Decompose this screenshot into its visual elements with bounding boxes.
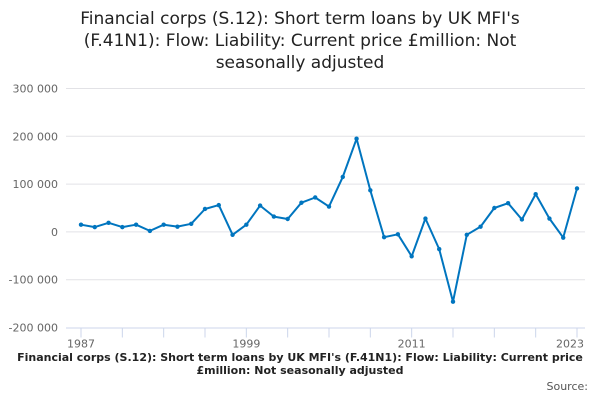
data-point — [202, 206, 208, 212]
data-point — [299, 200, 304, 205]
data-point — [519, 217, 525, 222]
data-point — [244, 222, 249, 227]
data-point — [92, 224, 97, 230]
data-point — [285, 216, 290, 222]
x-tick-label: 2023 — [556, 338, 584, 351]
data-point — [78, 222, 84, 227]
y-tick-label: 300 000 — [13, 83, 59, 96]
series-line — [80, 137, 578, 303]
data-point — [437, 246, 442, 252]
data-point — [368, 188, 373, 193]
data-point — [547, 216, 552, 221]
data-point — [478, 224, 483, 229]
data-point — [381, 234, 387, 240]
x-tick-label: 2011 — [398, 338, 426, 351]
y-tick-label: -100 000 — [9, 274, 58, 287]
data-point — [175, 224, 180, 229]
data-point — [106, 220, 111, 226]
data-point — [423, 216, 428, 221]
data-point — [133, 222, 139, 227]
x-tick-label: 1999 — [232, 338, 260, 351]
y-tick-label: 0 — [51, 226, 58, 239]
data-point — [533, 191, 538, 197]
data-point — [395, 232, 401, 237]
data-point — [450, 299, 456, 304]
data-point — [409, 254, 414, 259]
x-tick-label: 1987 — [67, 338, 95, 351]
data-point — [161, 222, 166, 227]
data-point — [574, 186, 580, 191]
y-tick-label: 100 000 — [13, 178, 59, 191]
data-point — [505, 201, 511, 206]
data-point — [257, 203, 263, 208]
chart-title: Financial corps (S.12): Short term loans… — [80, 9, 520, 73]
data-point — [326, 204, 332, 209]
data-point — [120, 224, 125, 230]
data-point — [147, 228, 153, 234]
data-point — [464, 232, 469, 237]
data-point — [340, 174, 345, 180]
data-point — [230, 232, 235, 237]
data-point — [216, 202, 221, 208]
y-tick-label: -200 000 — [9, 322, 58, 335]
data-point — [354, 136, 359, 141]
data-point — [271, 214, 277, 219]
data-point — [561, 235, 566, 240]
data-point — [492, 205, 497, 211]
y-tick-label: 200 000 — [13, 130, 59, 143]
data-point — [189, 221, 194, 226]
footer-source: Source: — [546, 380, 589, 393]
data-point — [313, 195, 318, 200]
footer-title: Financial corps (S.12): Short term loans… — [17, 351, 583, 377]
